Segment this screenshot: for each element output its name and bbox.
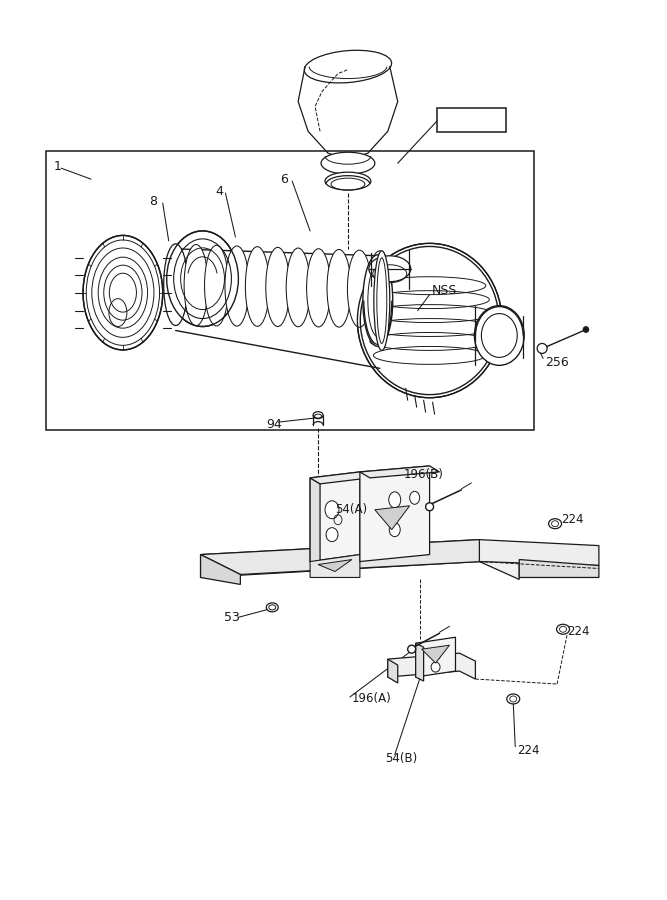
Ellipse shape	[167, 231, 238, 327]
Ellipse shape	[321, 152, 375, 175]
Ellipse shape	[369, 256, 411, 282]
Ellipse shape	[408, 645, 416, 653]
Ellipse shape	[286, 248, 310, 327]
Ellipse shape	[389, 491, 401, 508]
Polygon shape	[375, 506, 410, 530]
Text: 224: 224	[561, 513, 584, 526]
Polygon shape	[480, 540, 599, 565]
Text: 94: 94	[266, 418, 282, 430]
Text: 54(A): 54(A)	[335, 503, 367, 517]
Ellipse shape	[431, 648, 440, 660]
Ellipse shape	[83, 236, 163, 350]
Ellipse shape	[368, 251, 392, 328]
Ellipse shape	[304, 50, 392, 83]
Text: 196(A): 196(A)	[352, 692, 392, 706]
Ellipse shape	[507, 694, 520, 704]
Ellipse shape	[184, 245, 208, 326]
Polygon shape	[310, 472, 370, 484]
Text: 8: 8	[149, 194, 157, 208]
Text: 4: 4	[215, 184, 223, 198]
Ellipse shape	[326, 527, 338, 542]
Ellipse shape	[205, 246, 228, 326]
Ellipse shape	[410, 491, 420, 504]
Ellipse shape	[265, 248, 289, 327]
Polygon shape	[416, 637, 456, 677]
Ellipse shape	[363, 255, 393, 346]
Text: 6: 6	[280, 173, 288, 185]
Polygon shape	[388, 659, 398, 683]
Ellipse shape	[358, 243, 502, 398]
Ellipse shape	[348, 250, 372, 328]
Polygon shape	[310, 478, 320, 568]
Text: 54(B): 54(B)	[385, 752, 417, 765]
Ellipse shape	[325, 500, 339, 518]
Text: 196(B): 196(B)	[404, 468, 444, 482]
Polygon shape	[201, 540, 519, 580]
Polygon shape	[360, 466, 440, 478]
Text: 224: 224	[517, 744, 540, 757]
Polygon shape	[310, 554, 360, 578]
Polygon shape	[388, 653, 476, 679]
Polygon shape	[416, 644, 424, 681]
Text: 53: 53	[225, 611, 240, 624]
Ellipse shape	[474, 306, 524, 365]
Ellipse shape	[313, 411, 323, 418]
Ellipse shape	[327, 249, 351, 327]
Ellipse shape	[245, 247, 269, 327]
Ellipse shape	[431, 662, 440, 672]
Text: NSS: NSS	[432, 284, 457, 297]
Polygon shape	[310, 472, 360, 562]
Ellipse shape	[325, 172, 371, 190]
Polygon shape	[422, 645, 450, 663]
Ellipse shape	[390, 523, 400, 536]
Polygon shape	[519, 560, 599, 578]
Polygon shape	[318, 560, 352, 572]
Text: 1−31: 1−31	[453, 114, 490, 127]
Text: 224: 224	[567, 625, 590, 638]
Ellipse shape	[556, 625, 570, 634]
Text: 1: 1	[53, 159, 61, 173]
Ellipse shape	[374, 251, 390, 350]
Polygon shape	[360, 466, 430, 562]
Text: 256: 256	[545, 356, 569, 369]
Ellipse shape	[163, 244, 187, 326]
Ellipse shape	[426, 503, 434, 510]
Polygon shape	[201, 540, 519, 574]
Ellipse shape	[307, 248, 331, 327]
Ellipse shape	[548, 518, 562, 528]
Ellipse shape	[225, 246, 249, 326]
Ellipse shape	[583, 327, 589, 332]
FancyBboxPatch shape	[437, 108, 506, 132]
Polygon shape	[201, 554, 240, 584]
Ellipse shape	[266, 603, 278, 612]
Ellipse shape	[537, 344, 547, 354]
